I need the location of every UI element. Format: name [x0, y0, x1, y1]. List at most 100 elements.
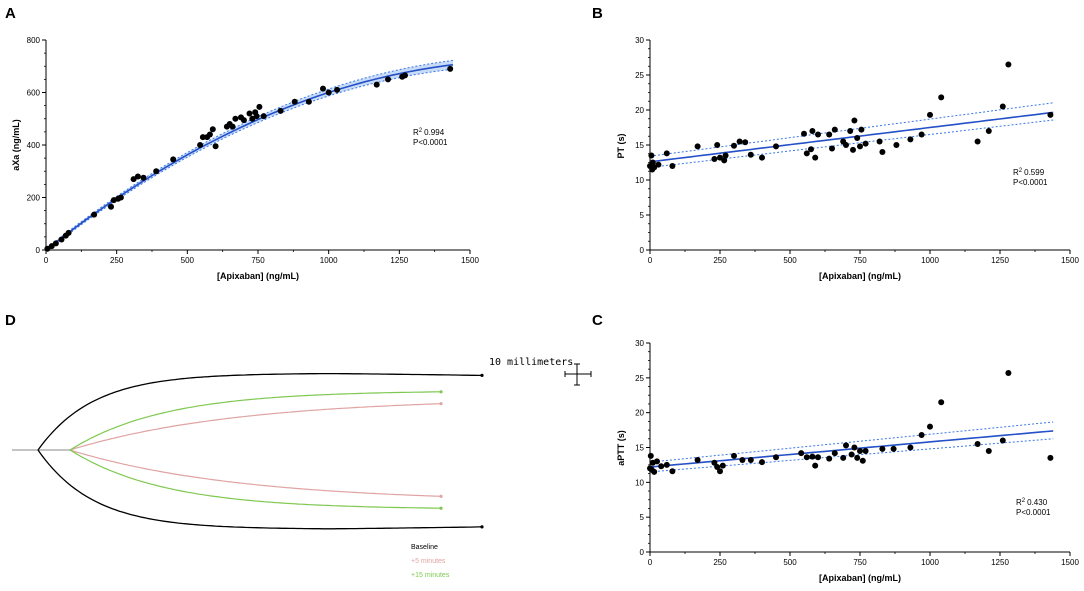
panel-b-data-point [854, 135, 861, 141]
panel-b-data-point [847, 128, 854, 134]
panel-b-data-point [747, 151, 754, 158]
panel-b-data-point [938, 94, 945, 101]
teg-trace-baseline-lower [37, 449, 482, 530]
panel-c-data-point [890, 445, 897, 452]
panel-c-ci-upper [649, 421, 1054, 463]
panel-a-r2-prefix: R [413, 128, 419, 137]
panel-a-data-point [65, 229, 72, 236]
panel-b-ci-lower [649, 119, 1054, 168]
panel-b-x-tick-label: 0 [648, 256, 653, 265]
panel-c-data-point [857, 448, 863, 454]
panel-c-data-point [854, 454, 861, 461]
panel-b-data-point [893, 142, 900, 148]
panel-c-x-tick-label: 750 [853, 558, 867, 567]
panel-b-data-point [850, 146, 856, 153]
panel-b-r2-sup: 2 [1019, 168, 1023, 174]
panel-a-data-point [91, 211, 98, 218]
panel-c-data-point [927, 423, 933, 430]
panel-c-x-tick-label: 0 [648, 558, 653, 567]
panel-b-letter: B [592, 5, 603, 22]
panel-c-data-point [851, 444, 858, 451]
panel-b-x-axis-title: [Apixaban] (ng/mL) [819, 271, 901, 281]
panel-b-data-point [714, 142, 721, 148]
panel-a-data-point [229, 123, 236, 130]
panel-a-data-point [212, 143, 219, 150]
panel-c-x-tick-label: 1000 [921, 558, 939, 567]
panel-b-y-tick-label: 5 [640, 211, 645, 220]
panel-c-r2: R2 0.430 [1016, 498, 1048, 507]
panel-b-fit-line [649, 111, 1054, 163]
panel-a-letter: A [5, 5, 16, 22]
panel-c-y-tick-label: 10 [635, 478, 644, 487]
panel-c-data-point [826, 455, 833, 462]
panel-a-data-point [170, 156, 177, 163]
panel-b-data-point [851, 117, 858, 124]
panel-a-ci-upper [45, 59, 454, 250]
panel-b-x-tick-label: 1000 [921, 256, 939, 265]
panel-b-data-point [907, 136, 914, 143]
panel-c-data-point [658, 463, 665, 470]
panel-b-y-tick-label: 25 [635, 71, 644, 80]
panel-b-data-point [809, 128, 816, 134]
panel-c-x-tick-label: 500 [783, 558, 797, 567]
panel-b-data-point [974, 138, 981, 145]
panel-b-data-point [826, 131, 833, 138]
panel-b-data-point [829, 145, 835, 152]
teg-trace-end-marker [480, 525, 484, 529]
panel-c-ci-lower [649, 438, 1054, 473]
panel-a-ci-lower [45, 68, 454, 252]
panel-a-data-point [305, 98, 312, 105]
panel-b-y-axis-title: PT (s) [616, 133, 626, 158]
panel-b-data-point [721, 157, 728, 164]
panel-c-y-tick-label: 20 [635, 409, 644, 418]
panel-a-data-point [291, 98, 298, 105]
panel-a-p-value: P<0.0001 [413, 138, 448, 147]
panel-c-data-point [938, 399, 945, 406]
legend-baseline: Baseline [411, 544, 438, 551]
panel-c-data-point [879, 445, 886, 452]
panel-a-y-tick-label: 600 [27, 89, 41, 98]
panel-c-data-point [999, 437, 1006, 444]
panel-c-data-point [907, 444, 914, 451]
legend-plus15: +15 minutes [411, 572, 450, 579]
panel-c-data-point [831, 450, 838, 457]
panel-a-data-point [402, 72, 408, 79]
panel-a-data-point [44, 245, 51, 252]
panel-c-y-tick-label: 30 [635, 339, 644, 348]
panel-a-data-point [334, 86, 341, 93]
panel-b-data-point [815, 131, 821, 138]
panel-b-chart: B PT (s) [Apixaban] (ng/mL) R2 0.599 P<0.… [592, 5, 1079, 281]
panel-b-data-point [1047, 111, 1054, 118]
teg-trace-end-marker [439, 506, 443, 510]
panel-a-x-tick-label: 1500 [461, 256, 479, 265]
panel-c-data-point [669, 468, 676, 475]
panel-b-data-point [879, 149, 886, 155]
teg-traces [12, 372, 484, 530]
teg-trace-15-minutes-lower [69, 449, 441, 509]
teg-trace-end-marker [439, 494, 443, 498]
panel-b-x-tick-label: 500 [783, 256, 797, 265]
panel-b-y-tick-label: 30 [635, 36, 644, 45]
panel-b-data-point [655, 161, 662, 168]
panel-c-x-tick-label: 250 [713, 558, 727, 567]
panel-c-x-tick-label: 1250 [991, 558, 1009, 567]
panel-b-data-point [731, 142, 737, 149]
panel-a-data-point [140, 174, 147, 181]
panel-c-x-axis-title: [Apixaban] (ng/mL) [819, 573, 901, 583]
panel-a-data-point [320, 85, 326, 92]
panel-b-data-point [773, 143, 779, 150]
panel-b-data-point [999, 103, 1006, 110]
panel-a-y-axis-title: aXa (ng/mL) [11, 119, 21, 171]
panel-c-chart: C aPTT (s) [Apixaban] (ng/mL) R2 0.430 P<… [592, 312, 1079, 583]
panel-b-x-tick-label: 1250 [991, 256, 1009, 265]
teg-trace-5-minutes-lower [69, 449, 442, 497]
panel-c-data-point [651, 468, 658, 475]
panel-b-data-point [858, 126, 865, 133]
panel-c-data-point [731, 452, 737, 459]
panel-a-data-point [325, 89, 332, 96]
panel-a-data-point [246, 110, 253, 117]
panel-a-y-tick-label: 200 [27, 194, 41, 203]
panel-a-data-point [253, 113, 260, 120]
scale-bar-label: 10 millimeters [489, 357, 573, 368]
panel-c-r2-value: 0.430 [1027, 498, 1048, 507]
